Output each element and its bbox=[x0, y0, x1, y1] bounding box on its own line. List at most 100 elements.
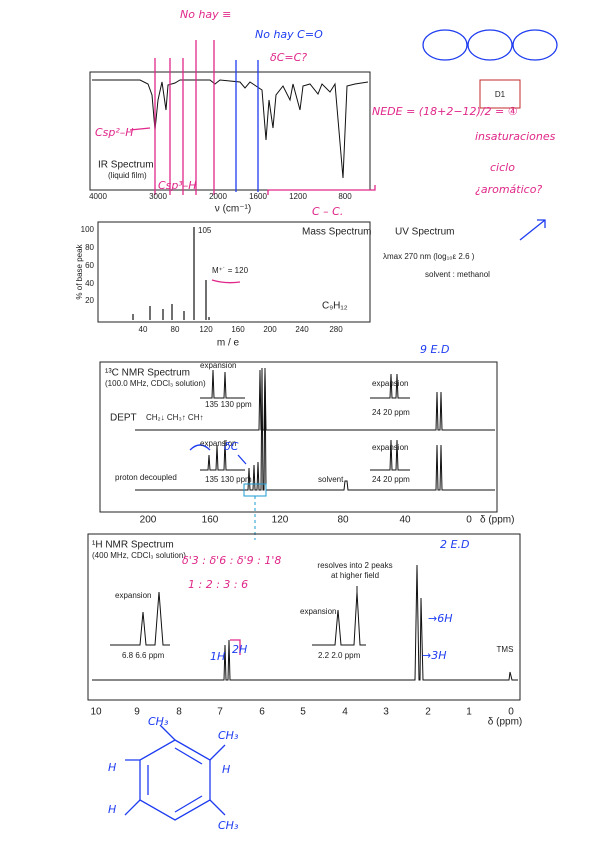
structure-label: CH₃ bbox=[218, 819, 239, 832]
c13-tick-label: 80 bbox=[337, 515, 349, 526]
hand-note: 1H bbox=[210, 650, 225, 663]
blue-arrow bbox=[519, 219, 546, 241]
c13-expansion-ticks: 135 130 ppm bbox=[205, 475, 252, 484]
mass-x-tick-label: 280 bbox=[329, 325, 343, 334]
h1-tick-label: 6 bbox=[259, 707, 265, 718]
ir-annotation-lines bbox=[129, 40, 376, 195]
c13-expansion: expansion bbox=[372, 443, 408, 452]
blue-marks bbox=[189, 444, 247, 465]
benzene-bonds bbox=[124, 724, 226, 816]
blue-oval bbox=[512, 29, 558, 61]
h1-tick-label: 3 bbox=[383, 707, 389, 718]
c13-tick-label: 40 bbox=[399, 515, 411, 526]
hand-note: δC=C? bbox=[270, 51, 307, 64]
hand-note: NEDE = (18+2−12)/2 = ④ bbox=[372, 105, 518, 118]
c13-dept-trace bbox=[135, 369, 495, 431]
hand-note: Csp³–H bbox=[158, 179, 197, 192]
pink-underline bbox=[211, 279, 241, 284]
c13-frame bbox=[99, 361, 498, 513]
h1-tms: TMS bbox=[497, 645, 514, 654]
hand-note: →3H bbox=[422, 649, 447, 662]
mass-x-tick-label: 160 bbox=[231, 325, 245, 334]
c13-expansion-ticks: 24 20 ppm bbox=[372, 408, 410, 417]
mass-x-tick-label: 40 bbox=[139, 325, 148, 334]
pink-arrow bbox=[129, 127, 151, 131]
mass-x-tick-label: 240 bbox=[295, 325, 309, 334]
hand-note: →6H bbox=[428, 612, 453, 625]
ir-tick-label: 1200 bbox=[289, 192, 307, 201]
mass-peaks bbox=[132, 227, 241, 320]
mass-y-label: % of base peak bbox=[75, 243, 84, 299]
h1-tick-label: 1 bbox=[466, 707, 472, 718]
mass-base-peak: 105 bbox=[198, 226, 212, 235]
mass-title: Mass Spectrum bbox=[302, 227, 371, 238]
h1-tick-label: 8 bbox=[176, 707, 182, 718]
h1-inset-trace bbox=[110, 591, 170, 646]
h1-subtitle: (400 MHz, CDCl₃ solution) bbox=[92, 551, 186, 560]
hand-ovals bbox=[422, 29, 558, 241]
h1-axis-label: δ (ppm) bbox=[488, 717, 522, 728]
hand-note: No hay C=O bbox=[255, 28, 323, 41]
c13-solvent: solvent bbox=[318, 475, 344, 484]
h1-tick-label: 4 bbox=[342, 707, 348, 718]
ir-tick-label: 800 bbox=[338, 192, 352, 201]
mass-x-tick-label: 120 bbox=[199, 325, 213, 334]
h1-expansion: expansion bbox=[300, 607, 336, 616]
ir-trace bbox=[92, 79, 369, 179]
h1-inset-trace bbox=[312, 591, 366, 646]
hand-note: ciclo bbox=[490, 161, 515, 174]
ir-tick-label: 2000 bbox=[209, 192, 227, 201]
ir-tick-label: 4000 bbox=[89, 192, 107, 201]
hand-note: 2H bbox=[232, 643, 247, 656]
c13-decoupled-trace bbox=[135, 367, 495, 491]
mass-y-tick-label: 20 bbox=[85, 296, 94, 305]
d1-box bbox=[479, 79, 521, 109]
mass-y-tick-label: 80 bbox=[85, 243, 94, 252]
h1-tick-label: 7 bbox=[217, 707, 223, 718]
structure-label: CH₃ bbox=[218, 729, 239, 742]
hand-note: 9 E.D bbox=[420, 343, 449, 356]
c13-expansion: expansion bbox=[372, 379, 408, 388]
hand-note: δC bbox=[224, 440, 239, 453]
mass-x-tick-label: 200 bbox=[263, 325, 277, 334]
ir-tick-label: 3000 bbox=[149, 192, 167, 201]
c13-tick-label: 200 bbox=[140, 515, 157, 526]
ir-frame bbox=[89, 71, 371, 191]
ir-tick-label: 1600 bbox=[249, 192, 267, 201]
h1-tick-label: 2 bbox=[425, 707, 431, 718]
c13-inset-trace bbox=[370, 439, 410, 471]
mass-frame bbox=[97, 221, 371, 323]
c13-expansion: expansion bbox=[200, 439, 236, 448]
ir-axis-label: ν (cm⁻¹) bbox=[215, 204, 251, 215]
ir-title: IR Spectrum bbox=[98, 160, 154, 171]
mass-x-label: m / e bbox=[217, 338, 240, 349]
c13-inset-trace bbox=[370, 373, 410, 399]
h1-tick-label: 9 bbox=[134, 707, 140, 718]
mass-x-tick-label: 80 bbox=[171, 325, 180, 334]
ir-subtitle: (liquid film) bbox=[108, 171, 147, 180]
h1-note: at higher field bbox=[331, 571, 379, 580]
h1-frame bbox=[87, 533, 521, 701]
uv-title: UV Spectrum bbox=[395, 227, 454, 238]
blue-oval bbox=[467, 29, 513, 61]
h1-expansion: expansion bbox=[115, 591, 151, 600]
c13-subtitle: (100.0 MHz, CDCl₃ solution) bbox=[105, 379, 206, 388]
c13-tick-label: 160 bbox=[202, 515, 219, 526]
h1-tick-label: 0 bbox=[508, 707, 514, 718]
c13-inset-trace bbox=[200, 369, 245, 399]
h1-tick-label: 10 bbox=[90, 707, 102, 718]
h1-expansion-ticks: 6.8 6.6 ppm bbox=[122, 651, 165, 660]
c13-dept-legend: CH₂↓ CH₃↑ CH↑ bbox=[146, 413, 203, 422]
c13-inset-trace bbox=[200, 439, 245, 471]
hand-note: 1 : 2 : 3 : 6 bbox=[188, 578, 248, 591]
d1-label: D1 bbox=[495, 90, 506, 99]
mass-formula: C₉H₁₂ bbox=[322, 301, 348, 312]
h1-expansion-ticks: 2.2 2.0 ppm bbox=[318, 651, 361, 660]
c13-tick-label: 120 bbox=[272, 515, 289, 526]
mass-y-tick-label: 40 bbox=[85, 279, 94, 288]
hand-note: insaturaciones bbox=[475, 130, 556, 143]
uv-solvent: solvent : methanol bbox=[425, 270, 490, 279]
h1-title: ¹H NMR Spectrum bbox=[92, 540, 174, 551]
h1-trace bbox=[92, 564, 518, 681]
